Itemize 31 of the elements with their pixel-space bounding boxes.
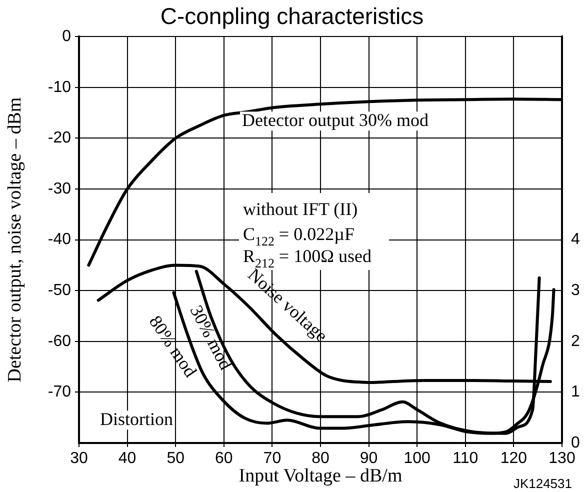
text: JK124531 bbox=[513, 476, 572, 491]
y2-tick-label: 3 bbox=[571, 282, 580, 300]
chart-title: C-conpling characteristics bbox=[160, 3, 424, 30]
y2-tick-label: 2 bbox=[571, 332, 580, 350]
series-label: Detector output 30% mod bbox=[242, 110, 428, 130]
annotation: Distortion bbox=[100, 409, 174, 429]
x-tick-label: 90 bbox=[360, 450, 378, 468]
x-tick-label: 40 bbox=[118, 450, 136, 468]
x-tick-label: 80 bbox=[312, 450, 330, 468]
x-tick-label: 30 bbox=[70, 450, 88, 468]
y-tick-label: -50 bbox=[48, 282, 72, 300]
x-tick-label: 130 bbox=[548, 450, 576, 468]
x-axis-title: Input Voltage – dB/m bbox=[238, 466, 402, 487]
y-axis-title: Detector output, noise voltage – dBm bbox=[4, 97, 26, 382]
y-tick-label: -10 bbox=[48, 78, 72, 96]
annotation: without IFT (II) bbox=[243, 199, 358, 219]
y2-tick-label: 0 bbox=[571, 434, 580, 452]
y-tick-label: -20 bbox=[48, 130, 72, 147]
y-tick-label: -60 bbox=[48, 332, 72, 350]
y-tick-label: -40 bbox=[48, 231, 72, 248]
x-tick-label: 110 bbox=[452, 450, 478, 468]
x-tick-label: 50 bbox=[166, 450, 185, 468]
x-tick-label: 60 bbox=[215, 450, 233, 468]
y2-tick-label: 1 bbox=[571, 384, 580, 401]
x-tick-label: 120 bbox=[500, 450, 528, 468]
y2-tick-label: 4 bbox=[571, 231, 580, 248]
y-tick-label: -70 bbox=[48, 384, 72, 401]
y-tick-label: 0 bbox=[62, 28, 72, 46]
x-tick-label: 100 bbox=[404, 450, 431, 468]
y-tick-label: -30 bbox=[48, 180, 72, 198]
x-tick-label: 70 bbox=[263, 450, 282, 468]
